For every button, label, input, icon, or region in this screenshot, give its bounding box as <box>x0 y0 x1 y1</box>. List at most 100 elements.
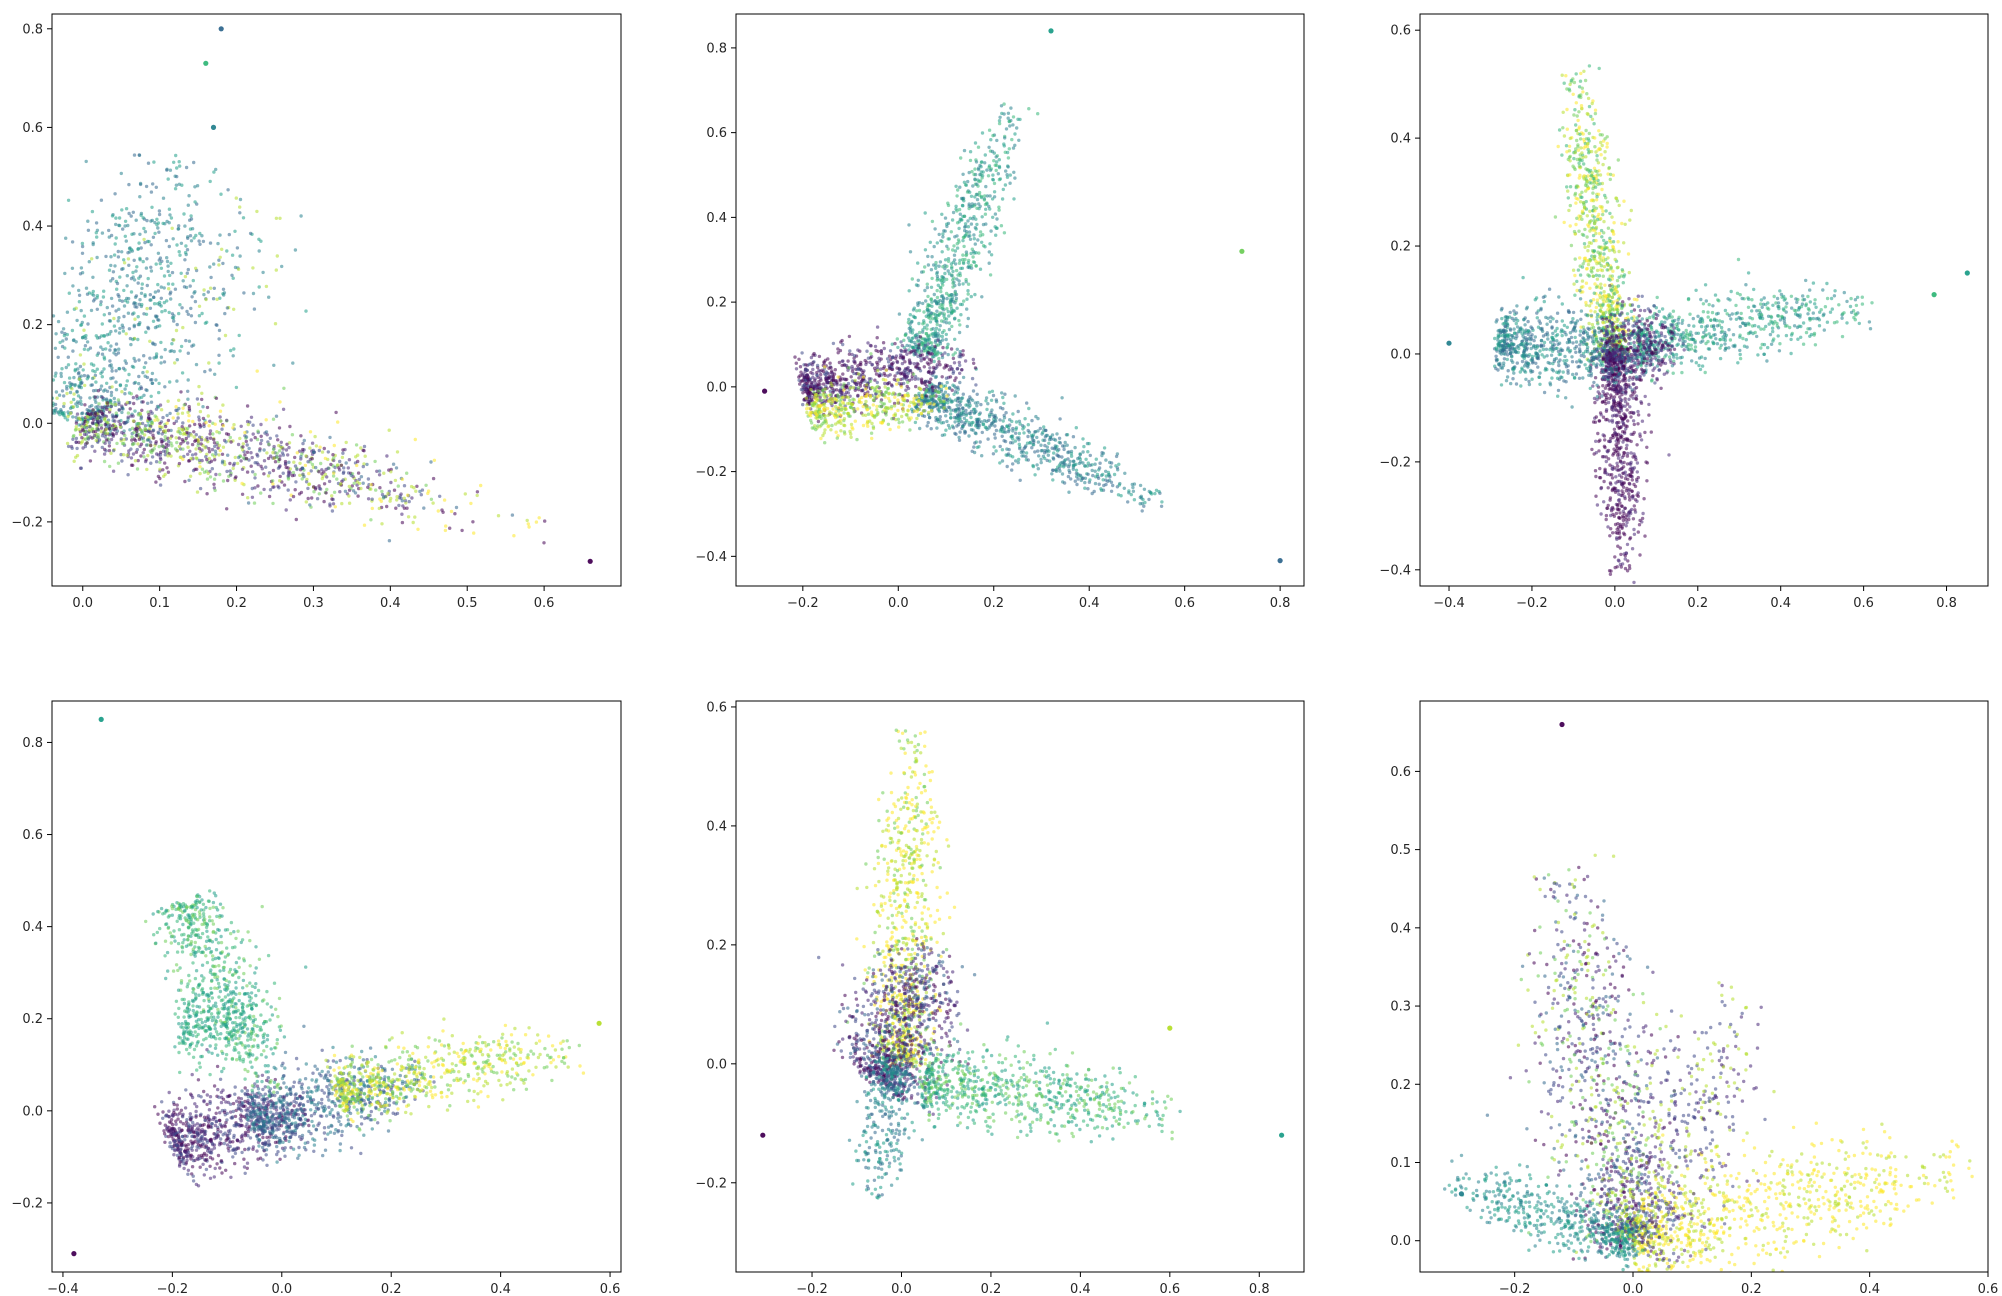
scatter-point <box>36 362 39 365</box>
scatter-point <box>88 425 92 429</box>
scatter-point <box>387 428 391 432</box>
scatter-point <box>952 392 956 396</box>
scatter-point <box>253 486 257 490</box>
scatter-point <box>246 422 250 427</box>
scatter-point <box>1157 489 1161 494</box>
scatter-point <box>173 287 178 291</box>
scatter-point <box>1051 457 1056 461</box>
scatter-point <box>93 413 97 417</box>
scatter-point <box>219 192 223 196</box>
scatter-point <box>970 169 974 174</box>
scatter-point <box>84 159 88 164</box>
scatter-point <box>245 404 250 408</box>
scatter-point <box>121 227 125 231</box>
scatter-point <box>362 444 367 449</box>
scatter-point <box>83 383 87 388</box>
scatter-point <box>1039 457 1043 461</box>
scatter-point <box>74 440 78 444</box>
scatter-point <box>824 393 828 397</box>
scatter-point <box>952 244 956 248</box>
scatter-point <box>810 399 814 403</box>
scatter-point <box>150 218 154 223</box>
scatter-point <box>113 264 117 268</box>
scatter-point <box>162 286 166 290</box>
scatter-point <box>114 329 118 333</box>
scatter-point <box>1004 169 1008 173</box>
scatter-point <box>1583 227 1587 232</box>
scatter-point <box>328 435 332 440</box>
scatter-point <box>1060 396 1064 400</box>
scatter-point <box>156 282 160 287</box>
scatter-point <box>1085 464 1090 468</box>
scatter-point <box>338 490 342 494</box>
scatter-point <box>38 298 41 301</box>
scatter-point <box>838 402 842 407</box>
scatter-point <box>1114 464 1118 468</box>
scatter-point <box>929 358 934 362</box>
scatter-point <box>208 429 213 433</box>
scatter-point <box>306 496 310 501</box>
scatter-point <box>1000 459 1005 463</box>
scatter-point <box>212 262 216 266</box>
scatter-point <box>186 445 190 449</box>
scatter-point <box>153 231 157 236</box>
scatter-point <box>815 363 820 368</box>
scatter-point <box>184 244 188 248</box>
scatter-point <box>278 400 282 404</box>
scatter-point <box>373 459 377 464</box>
scatter-point <box>109 263 113 268</box>
scatter-point <box>958 371 962 375</box>
scatter-point <box>910 277 914 281</box>
scatter-point <box>413 515 417 519</box>
scatter-point <box>159 285 163 289</box>
scatter-point <box>945 409 949 413</box>
scatter-point <box>232 347 236 351</box>
scatter-point <box>158 467 162 471</box>
scatter-point <box>873 395 877 399</box>
y-tick-label: 0.2 <box>22 318 43 333</box>
scatter-point <box>1562 134 1567 138</box>
scatter-point <box>299 434 303 438</box>
scatter-point <box>54 390 59 394</box>
scatter-point <box>238 197 243 202</box>
scatter-point <box>295 467 299 472</box>
scatter-point <box>5 400 8 403</box>
scatter-point <box>197 239 201 243</box>
scatter-point <box>1581 90 1585 94</box>
scatter-point <box>1147 497 1151 502</box>
scatter-point <box>838 348 843 353</box>
scatter-point <box>959 156 963 160</box>
scatter-point <box>917 301 922 305</box>
scatter-point <box>186 378 190 382</box>
scatter-point <box>823 365 827 369</box>
scatter-point <box>821 407 826 411</box>
scatter-point <box>60 389 65 393</box>
scatter-point <box>405 506 409 510</box>
scatter-point <box>255 369 259 373</box>
scatter-point <box>940 239 944 244</box>
scatter-point <box>438 494 442 498</box>
scatter-point <box>133 317 137 321</box>
scatter-point <box>264 430 269 434</box>
scatter-point <box>159 437 163 442</box>
scatter-point <box>823 441 827 445</box>
scatter-point <box>253 435 257 440</box>
scatter-point <box>834 404 838 409</box>
scatter-point <box>293 464 298 468</box>
scatter-point <box>900 396 904 400</box>
scatter-point <box>941 265 945 269</box>
scatter-point <box>189 456 193 461</box>
scatter-point <box>139 442 144 446</box>
scatter-point <box>993 424 997 428</box>
scatter-point <box>96 428 101 432</box>
scatter-point <box>141 259 145 264</box>
scatter-point <box>355 483 359 487</box>
scatter-point <box>119 171 124 176</box>
scatter-point <box>929 377 933 381</box>
scatter-point <box>79 266 84 270</box>
scatter-point <box>125 296 129 301</box>
scatter-point <box>938 260 943 264</box>
scatter-point <box>212 437 216 442</box>
scatter-point <box>958 271 962 275</box>
scatter-point <box>846 366 851 370</box>
